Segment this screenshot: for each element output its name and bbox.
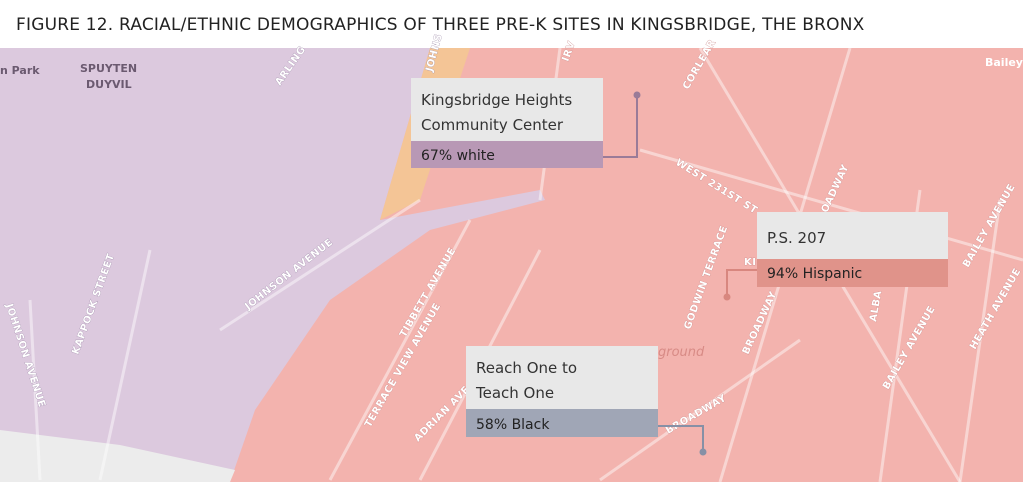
place-label: DUYVIL (86, 78, 132, 91)
leader-line (726, 269, 757, 297)
streets (28, 47, 1023, 482)
site-stat: 58% Black (476, 417, 550, 433)
leader-line (603, 95, 638, 158)
callouts: Kingsbridge Heights Community Center 67%… (411, 78, 948, 456)
stat-box (757, 259, 948, 287)
site-marker (633, 91, 641, 99)
site-name: Reach One to (476, 359, 577, 377)
site-name: Kingsbridge Heights (421, 91, 572, 109)
site-marker (723, 293, 731, 301)
site-stat: 94% Hispanic (767, 266, 862, 282)
callout-box (411, 78, 603, 141)
site-marker (699, 448, 707, 456)
water-edge (0, 430, 235, 482)
figure-title: FIGURE 12. RACIAL/ETHNIC DEMOGRAPHICS OF… (16, 15, 865, 35)
callout-box (466, 346, 658, 409)
place-label: SPUYTEN (80, 62, 137, 75)
site-name: Community Center (421, 116, 564, 134)
site-name: P.S. 207 (767, 229, 826, 247)
region-white (0, 48, 545, 482)
place-label: Bailey (985, 56, 1023, 69)
place-label: ground (658, 345, 705, 360)
stat-box (411, 141, 603, 168)
site-stat: 67% white (421, 148, 495, 164)
callout-box (757, 212, 948, 259)
place-label: n Park (0, 64, 40, 77)
site-name: Teach One (475, 384, 554, 402)
stat-box (466, 409, 658, 437)
street-label: KI (744, 257, 756, 268)
leader-line (658, 425, 704, 452)
